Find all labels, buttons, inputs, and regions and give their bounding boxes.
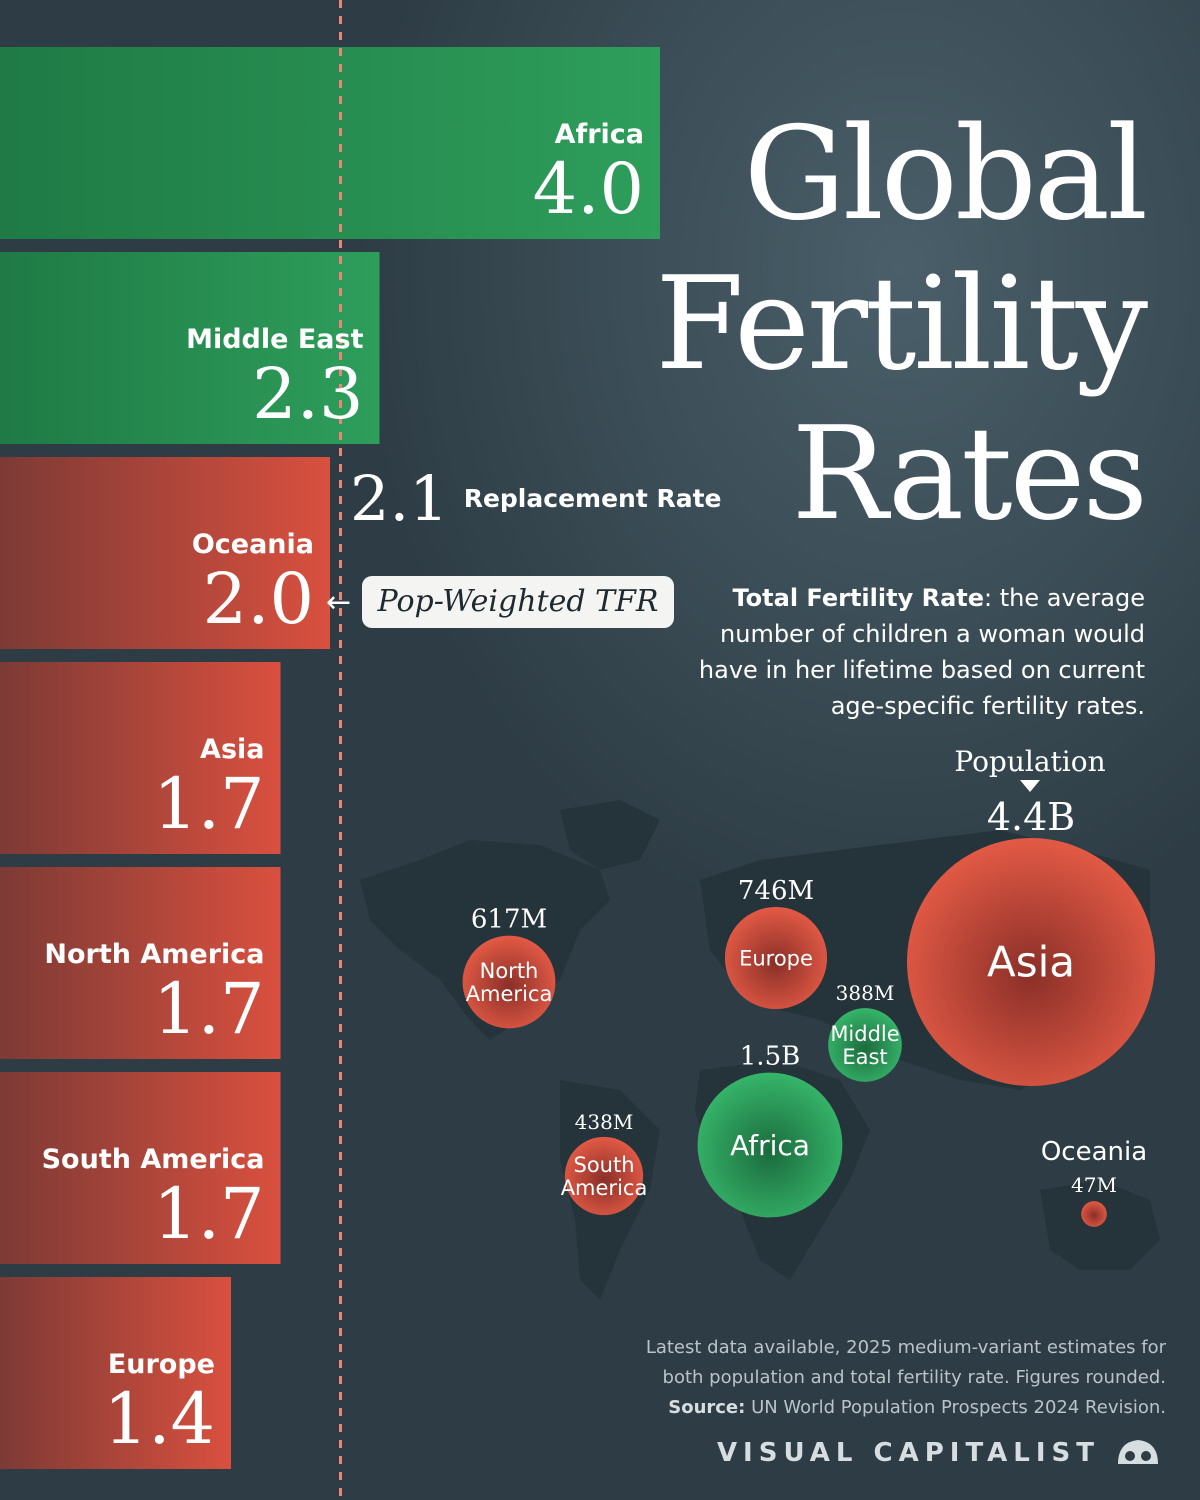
bar-value-label: 1.7 — [153, 968, 265, 1050]
bubble-category-label: North America — [466, 959, 553, 1006]
bar-category-label: Africa — [554, 119, 644, 150]
tfr-bar-chart — [0, 47, 660, 1469]
bubble-category-label: Asia — [987, 938, 1075, 987]
bubble-north-america — [462, 935, 556, 1029]
tfr-term: Total Fertility Rate — [732, 584, 985, 612]
bar-value-label: 4.0 — [532, 148, 644, 230]
bar-category-label: South America — [41, 1144, 265, 1175]
visual-capitalist-logo-icon — [1118, 1440, 1158, 1464]
footnote-line-2: both population and total fertility rate… — [662, 1367, 1166, 1388]
pop-weighted-tfr-label: Pop-Weighted TFR — [362, 576, 674, 628]
source-label: Source: — [668, 1397, 746, 1418]
population-bubble-map: Asia 4.4B Africa 1.5B Europe 746M North America… — [462, 795, 1155, 1227]
title-line-3: Rates — [791, 400, 1149, 549]
population-header: Population — [954, 745, 1106, 778]
bar-oceania — [0, 457, 330, 649]
bubble-south-america — [564, 1136, 644, 1216]
bar-middle-east — [0, 252, 380, 444]
page-title: Global Fertility Rates — [545, 100, 1149, 550]
tfr-definition-text: : the average number of children a woman… — [698, 584, 1145, 720]
bubble-population-label: 438M — [575, 1110, 634, 1134]
bar-value-label: 1.7 — [153, 1173, 265, 1255]
bubble-asia — [907, 838, 1155, 1086]
bar-asia — [0, 662, 281, 854]
bar-category-label: Middle East — [186, 324, 364, 355]
caret-down-icon — [1020, 780, 1040, 792]
bar-label-group: Middle East 2.3 — [0, 252, 374, 444]
bubble-population-label: 746M — [738, 876, 814, 906]
bar-label-group: Oceania 2.0 — [0, 457, 324, 649]
bar-value-label: 2.3 — [252, 353, 364, 435]
bar-category-label: North America — [44, 939, 265, 970]
map-greenland — [560, 800, 660, 870]
bubble-category-label: South America — [561, 1153, 648, 1200]
replacement-rate-value: 2.1 — [350, 462, 449, 535]
bar-value-label: 2.0 — [202, 558, 314, 640]
arrow-left-icon: ← — [326, 585, 352, 620]
bubble-middle-east — [828, 1008, 902, 1082]
bar-value-label: 1.4 — [103, 1378, 215, 1460]
bubble-population-label: 388M — [836, 981, 895, 1005]
replacement-rate-label: Replacement Rate — [463, 484, 722, 513]
bar-north-america — [0, 867, 281, 1059]
bar-label-group: Asia 1.7 — [0, 662, 275, 854]
footnote-line-1: Latest data available, 2025 medium-varia… — [645, 1337, 1166, 1358]
bubble-category-label: Middle East — [830, 1022, 899, 1069]
bar-label-group: North America 1.7 — [0, 867, 275, 1059]
bar-category-label: Europe — [107, 1349, 215, 1380]
tfr-definition: Total Fertility Rate: the average number… — [675, 580, 1145, 724]
bar-category-label: Asia — [200, 734, 265, 765]
bar-value-label: 1.7 — [153, 763, 265, 845]
bar-africa — [0, 47, 660, 239]
source-text: UN World Population Prospects 2024 Revis… — [745, 1397, 1166, 1418]
bubble-category-label: Europe — [739, 946, 813, 970]
brand-name: VISUAL CAPITALIST — [716, 1438, 1100, 1468]
footnote-source: Source: UN World Population Prospects 20… — [606, 1393, 1166, 1423]
title-line-1: Global — [743, 100, 1148, 249]
bar-label-group: Europe 1.4 — [0, 1277, 225, 1469]
bubble-population-label: 4.4B — [987, 795, 1075, 839]
bubble-population-label: 617M — [471, 905, 547, 935]
bubble-category-label: Africa — [730, 1129, 810, 1162]
bar-label-group: South America 1.7 — [0, 1072, 275, 1264]
bar-category-label: Oceania — [191, 529, 314, 560]
bubble-category-label: Oceania — [1041, 1137, 1147, 1167]
bar-label-group: Africa 4.0 — [0, 47, 654, 239]
bubble-oceania — [1081, 1201, 1107, 1227]
bar-south-america — [0, 1072, 281, 1264]
title-line-2: Fertility — [655, 250, 1148, 399]
footnote: Latest data available, 2025 medium-varia… — [606, 1333, 1166, 1423]
replacement-rate-annotation: 2.1 Replacement Rate — [350, 462, 722, 535]
bar-europe — [0, 1277, 231, 1469]
bubble-population-label: 47M — [1071, 1173, 1117, 1197]
bubble-population-label: 1.5B — [740, 1042, 800, 1072]
bubble-africa — [697, 1072, 843, 1218]
bubble-europe — [724, 906, 828, 1010]
